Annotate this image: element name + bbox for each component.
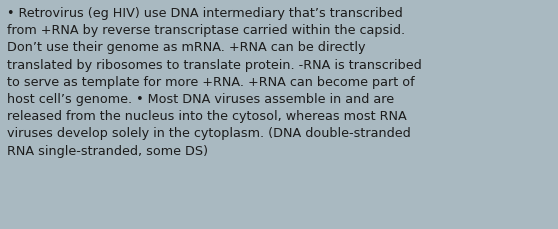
Text: • Retrovirus (eg HIV) use DNA intermediary that’s transcribed
from +RNA by rever: • Retrovirus (eg HIV) use DNA intermedia… <box>7 7 422 157</box>
